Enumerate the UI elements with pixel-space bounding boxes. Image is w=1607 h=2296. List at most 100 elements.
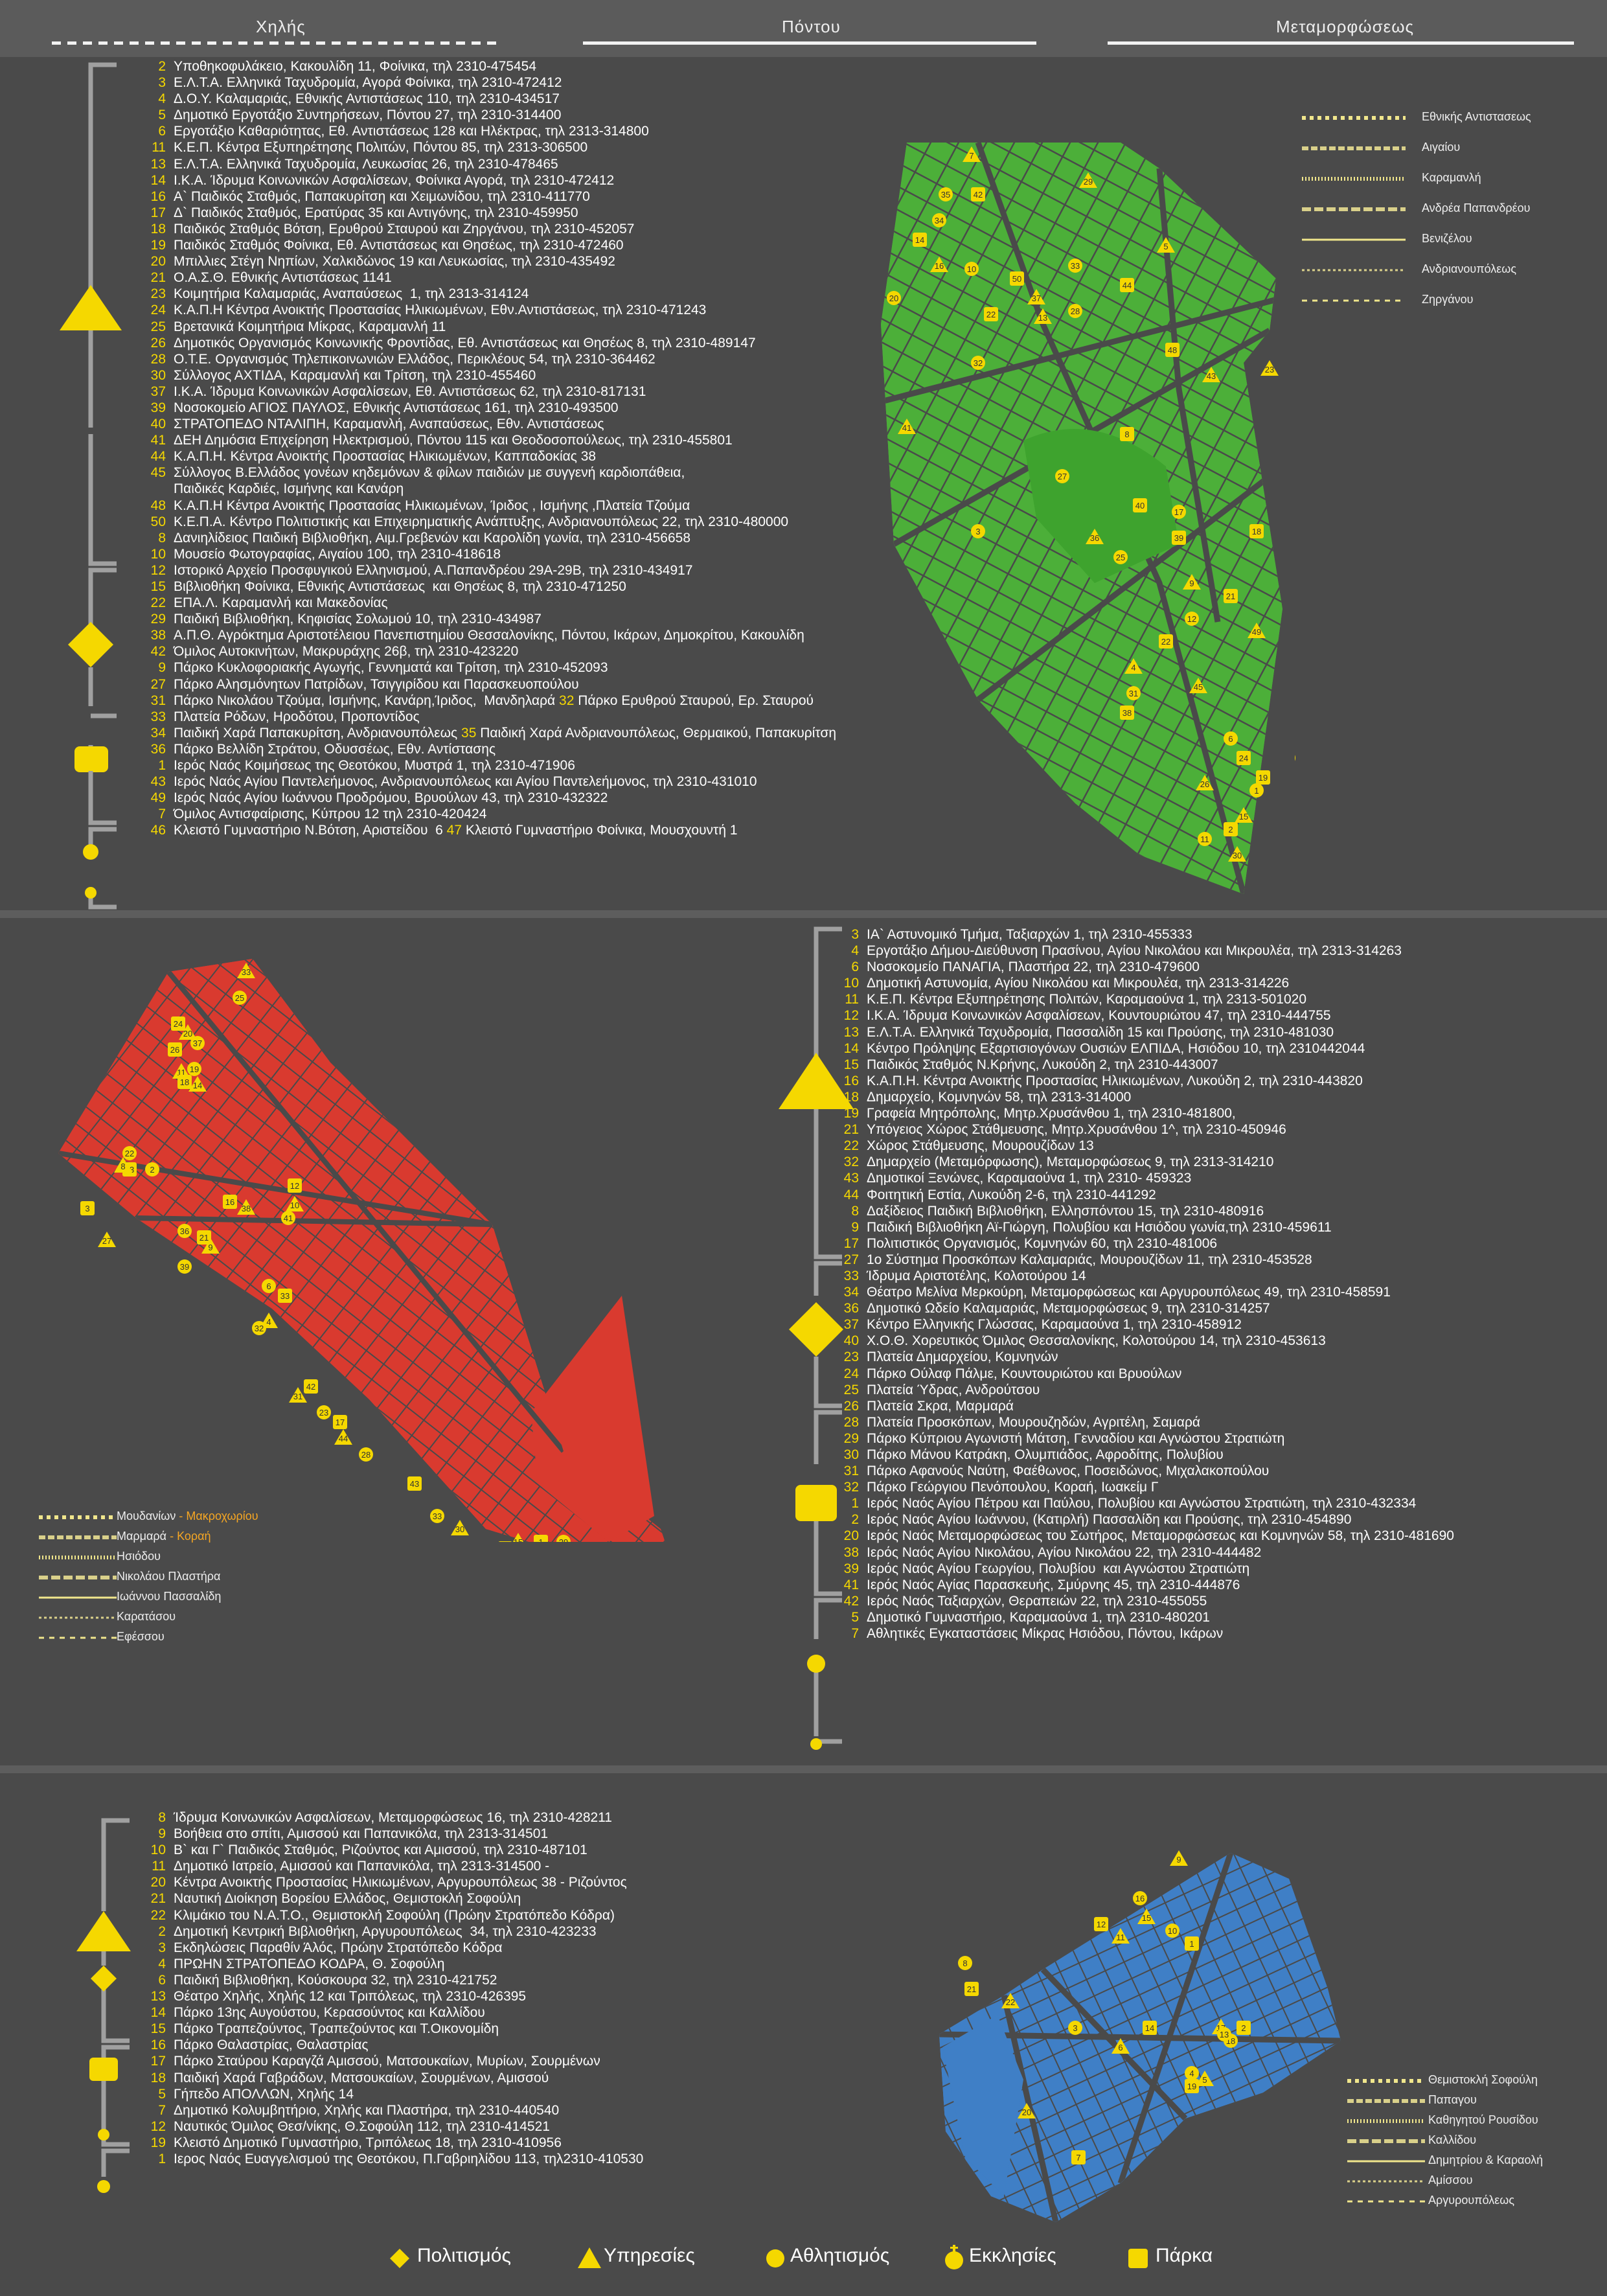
- map-marker[interactable]: 42: [971, 187, 985, 201]
- map-marker[interactable]: 20: [887, 291, 901, 305]
- map-marker[interactable]: 39: [1172, 531, 1186, 545]
- map-marker[interactable]: 30: [451, 1520, 469, 1535]
- map-marker[interactable]: 31: [1126, 686, 1141, 700]
- map-marker[interactable]: 19: [1185, 2079, 1199, 2093]
- map-marker[interactable]: 28: [359, 1447, 373, 1462]
- map-marker[interactable]: 12: [288, 1178, 302, 1193]
- map-marker[interactable]: 12: [1185, 612, 1199, 626]
- map-marker[interactable]: 15: [509, 1533, 527, 1542]
- map-marker[interactable]: 10: [286, 1196, 304, 1211]
- map-marker[interactable]: 33: [278, 1289, 292, 1303]
- map-marker[interactable]: 48: [1165, 343, 1180, 357]
- map-marker[interactable]: 28: [1068, 304, 1082, 318]
- map-marker[interactable]: 30: [1228, 846, 1246, 862]
- map-marker[interactable]: 37: [190, 1036, 205, 1050]
- map-marker[interactable]: 37: [1027, 289, 1045, 304]
- tab-pontou[interactable]: Πόντου: [782, 17, 841, 36]
- map-marker[interactable]: 33: [430, 1509, 444, 1523]
- map-marker[interactable]: 1: [1249, 783, 1264, 798]
- map-marker[interactable]: 32: [252, 1321, 266, 1335]
- map-marker[interactable]: 17: [333, 1415, 347, 1429]
- map-marker[interactable]: 8: [1120, 427, 1134, 441]
- map-marker[interactable]: 13: [1034, 308, 1052, 324]
- map-marker[interactable]: 40: [498, 1541, 512, 1542]
- map-marker[interactable]: 33: [1068, 258, 1082, 273]
- map-marker[interactable]: 16: [1133, 1891, 1147, 1905]
- map-marker[interactable]: 44: [334, 1429, 352, 1445]
- map-marker[interactable]: 40: [1133, 498, 1147, 512]
- map-marker[interactable]: 20: [1018, 2103, 1036, 2118]
- map-marker[interactable]: 4: [1124, 658, 1143, 674]
- map-marker[interactable]: 5: [1157, 237, 1175, 253]
- map-marker[interactable]: 27: [1055, 469, 1069, 483]
- map-marker[interactable]: 38: [1120, 706, 1134, 720]
- map-marker[interactable]: 18: [177, 1075, 192, 1089]
- map-marker[interactable]: 9: [201, 1238, 220, 1254]
- map-marker[interactable]: 3: [1068, 2021, 1082, 2035]
- map-marker[interactable]: 19: [187, 1062, 201, 1076]
- map-marker[interactable]: 14: [913, 233, 927, 247]
- map-marker[interactable]: 35: [939, 187, 953, 201]
- map-marker[interactable]: 36: [1086, 529, 1104, 544]
- map-marker[interactable]: 10: [1165, 1923, 1180, 1938]
- map-marker[interactable]: 26: [168, 1042, 182, 1057]
- map-marker[interactable]: 25: [233, 991, 247, 1005]
- map-marker[interactable]: 14: [188, 1076, 207, 1092]
- map-marker[interactable]: 17: [1172, 505, 1186, 519]
- map-marker[interactable]: 7: [963, 146, 981, 162]
- map-marker[interactable]: 19: [1256, 770, 1270, 785]
- map-marker[interactable]: 7: [1071, 2150, 1086, 2164]
- map-marker[interactable]: 25: [1113, 550, 1128, 564]
- map-marker[interactable]: 36: [177, 1224, 192, 1238]
- map-marker[interactable]: 15: [1235, 807, 1253, 823]
- map-marker[interactable]: 23: [317, 1405, 331, 1419]
- map-marker[interactable]: 15: [1137, 1909, 1156, 1924]
- map-marker[interactable]: 49: [1248, 623, 1266, 638]
- map-marker[interactable]: 3: [971, 524, 985, 538]
- map-marker[interactable]: 10: [964, 262, 979, 276]
- map-marker[interactable]: 27: [98, 1232, 116, 1247]
- map-marker[interactable]: 4: [1185, 2066, 1199, 2080]
- map-marker[interactable]: 1: [1185, 1936, 1199, 1951]
- map-marker[interactable]: 50: [1010, 271, 1024, 286]
- map-marker[interactable]: 11: [1111, 1928, 1130, 1944]
- map-marker[interactable]: 38: [237, 1199, 255, 1215]
- map-marker[interactable]: 33: [237, 963, 255, 978]
- map-marker[interactable]: 22: [1001, 1993, 1020, 2008]
- map-marker[interactable]: 41: [898, 419, 916, 434]
- map-marker[interactable]: 29: [556, 1535, 571, 1542]
- map-marker[interactable]: 43: [407, 1476, 422, 1491]
- map-marker[interactable]: 6: [1111, 2038, 1130, 2054]
- tab-chilis[interactable]: Χηλής: [256, 17, 306, 36]
- map-marker[interactable]: 16: [930, 257, 948, 272]
- map-marker[interactable]: 23: [1260, 360, 1279, 376]
- map-marker[interactable]: 13: [1217, 2027, 1231, 2041]
- map-marker[interactable]: 11: [1198, 832, 1212, 846]
- map-marker[interactable]: 21: [197, 1230, 211, 1245]
- map-marker[interactable]: 26: [1196, 775, 1214, 790]
- map-marker[interactable]: 41: [281, 1211, 295, 1225]
- map-marker[interactable]: 43: [1202, 367, 1220, 382]
- map-marker[interactable]: 2: [1237, 2021, 1251, 2035]
- map-marker[interactable]: 14: [1143, 2021, 1157, 2035]
- tab-metamorfoseos[interactable]: Μεταμορφώσεως: [1276, 17, 1415, 36]
- map-marker[interactable]: 6: [1224, 731, 1238, 746]
- map-marker[interactable]: 31: [289, 1387, 307, 1403]
- map-marker[interactable]: 29: [1079, 172, 1097, 188]
- map-marker[interactable]: 21: [1224, 589, 1238, 603]
- map-marker[interactable]: 16: [223, 1195, 237, 1209]
- map-marker[interactable]: 18: [1249, 524, 1264, 538]
- map-marker[interactable]: 21: [964, 1982, 979, 1996]
- map-marker[interactable]: 6: [262, 1279, 276, 1293]
- map-marker[interactable]: 24: [1237, 751, 1251, 765]
- map-marker[interactable]: 5: [1196, 2071, 1214, 2086]
- map-marker[interactable]: 39: [177, 1259, 192, 1274]
- map-marker[interactable]: 8: [958, 1956, 972, 1970]
- map-marker[interactable]: 32: [971, 356, 985, 370]
- map-marker[interactable]: 1: [534, 1535, 548, 1542]
- map-marker[interactable]: 42: [304, 1379, 318, 1394]
- map-marker[interactable]: 12: [1094, 1917, 1108, 1931]
- map-marker[interactable]: 24: [171, 1016, 185, 1031]
- map-marker[interactable]: 3: [80, 1201, 95, 1215]
- map-marker[interactable]: 8: [114, 1157, 132, 1173]
